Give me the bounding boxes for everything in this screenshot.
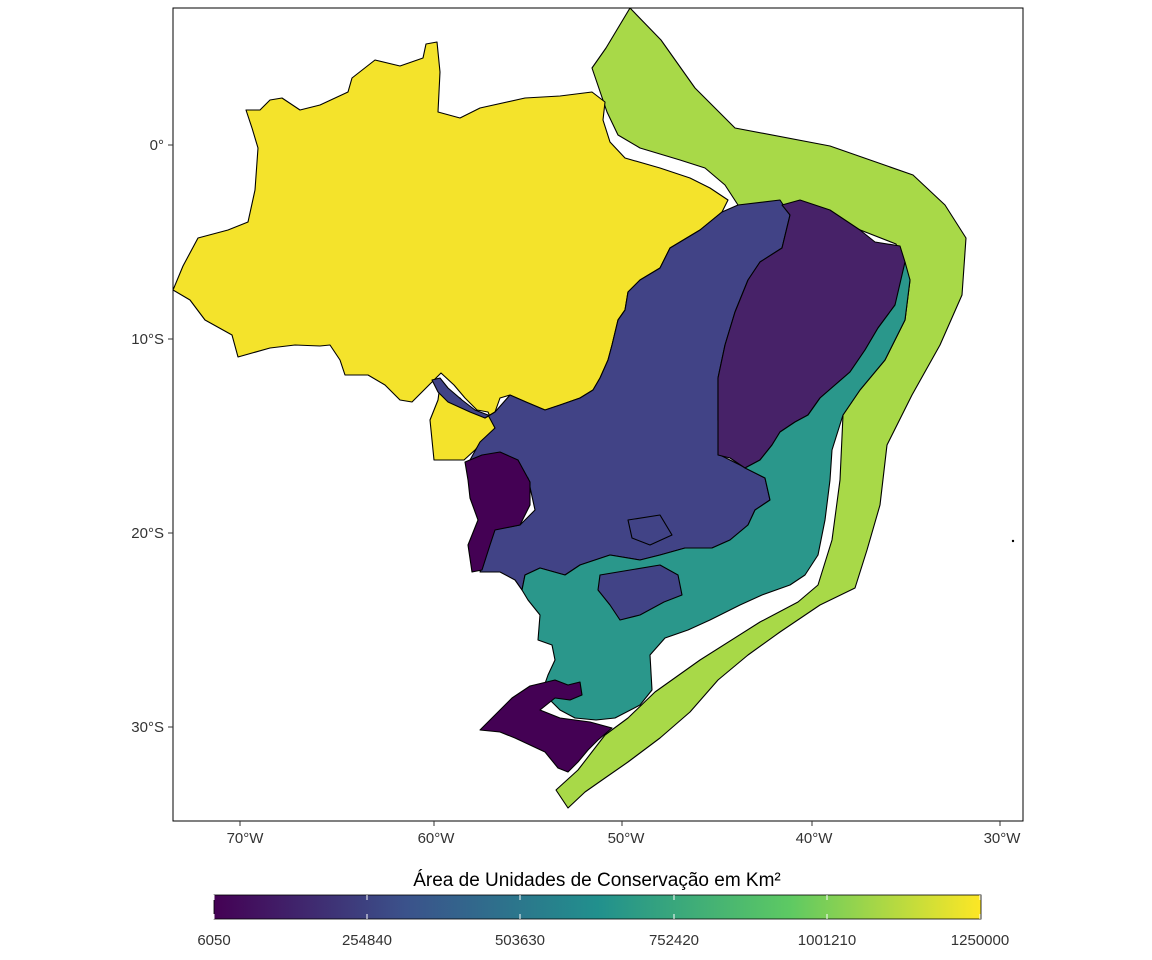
lon-tick-label: 60°W: [418, 830, 456, 847]
lon-tick-label: 40°W: [796, 830, 834, 847]
region-pampa: [479, 679, 613, 773]
y-axis: 0° 10°S 20°S 30°S: [131, 137, 173, 736]
lon-tick-label: 70°W: [227, 830, 265, 847]
map-panel: [173, 8, 1015, 809]
cerrado-enclave: [597, 564, 683, 621]
lat-tick-label: 0°: [150, 137, 164, 154]
lat-tick-label: 20°S: [131, 525, 164, 542]
legend-ticks: [213, 895, 981, 919]
legend-label: 1250000: [951, 932, 1009, 949]
x-axis: 70°W 60°W 50°W 40°W 30°W: [227, 821, 1022, 847]
legend-colorbar: [213, 894, 982, 920]
map-panel-border: [172, 7, 1024, 822]
legend-label: 503630: [495, 932, 545, 949]
legend-label: 254840: [342, 932, 392, 949]
region-pantanal: [464, 451, 531, 573]
legend-label: 1001210: [798, 932, 856, 949]
legend-label: 6050: [197, 932, 230, 949]
island-dot: [1011, 539, 1015, 543]
lat-tick-label: 30°S: [131, 719, 164, 736]
lon-tick-label: 30°W: [984, 830, 1022, 847]
legend-title: Área de Unidades de Conservação em Km²: [413, 870, 781, 891]
legend: Área de Unidades de Conservação em Km² 6…: [197, 870, 1009, 949]
lat-tick-label: 10°S: [131, 331, 164, 348]
legend-label: 752420: [649, 932, 699, 949]
lon-tick-label: 50°W: [608, 830, 646, 847]
cerrado-enclave: [627, 514, 673, 546]
